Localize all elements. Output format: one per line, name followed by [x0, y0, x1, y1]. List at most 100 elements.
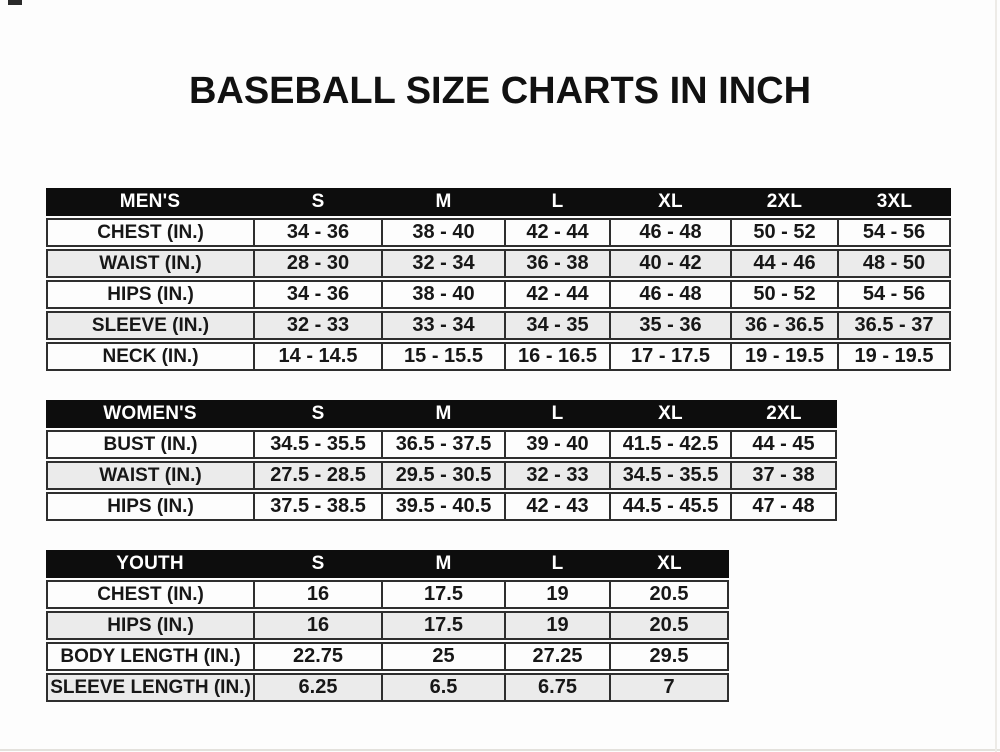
size-value-cell: 19 - 19.5: [838, 342, 951, 371]
size-value-cell: 54 - 56: [838, 280, 951, 309]
youth-header-row: YOUTH S M L XL: [46, 550, 729, 578]
size-value-cell: 27.5 - 28.5: [254, 461, 382, 490]
womens-size-column-header: XL: [610, 400, 731, 428]
womens-size-column-header: M: [382, 400, 505, 428]
mens-size-column-header: M: [382, 188, 505, 216]
size-value-cell: 37.5 - 38.5: [254, 492, 382, 521]
measurement-row-label: BUST (IN.): [46, 430, 254, 459]
measurement-row-label: CHEST (IN.): [46, 580, 254, 609]
mens-table-row: HIPS (IN.) 34 - 36 38 - 40 42 - 44 46 - 48 50…: [46, 280, 951, 309]
size-value-cell: 39 - 40: [505, 430, 610, 459]
size-value-cell: 36.5 - 37.5: [382, 430, 505, 459]
mens-category-header: MEN'S: [46, 188, 254, 216]
size-value-cell: 28 - 30: [254, 249, 382, 278]
size-value-cell: 34 - 35: [505, 311, 610, 340]
size-value-cell: 32 - 33: [254, 311, 382, 340]
size-value-cell: 34.5 - 35.5: [610, 461, 731, 490]
womens-size-column-header: L: [505, 400, 610, 428]
size-value-cell: 37 - 38: [731, 461, 837, 490]
womens-table-row: WAIST (IN.) 27.5 - 28.5 29.5 - 30.5 32 - 33…: [46, 461, 837, 490]
size-value-cell: 19 - 19.5: [731, 342, 838, 371]
youth-category-header: YOUTH: [46, 550, 254, 578]
mens-size-column-header: 3XL: [838, 188, 951, 216]
mens-table-row: WAIST (IN.) 28 - 30 32 - 34 36 - 38 40 - 42 4…: [46, 249, 951, 278]
size-value-cell: 54 - 56: [838, 218, 951, 247]
size-value-cell: 33 - 34: [382, 311, 505, 340]
size-value-cell: 15 - 15.5: [382, 342, 505, 371]
size-value-cell: 44.5 - 45.5: [610, 492, 731, 521]
size-value-cell: 17.5: [382, 611, 505, 640]
size-value-cell: 44 - 45: [731, 430, 837, 459]
size-value-cell: 19: [505, 580, 610, 609]
mens-table-row: SLEEVE (IN.) 32 - 33 33 - 34 34 - 35 35 - 36…: [46, 311, 951, 340]
size-value-cell: 17.5: [382, 580, 505, 609]
mens-table-row: NECK (IN.) 14 - 14.5 15 - 15.5 16 - 16.5 17 …: [46, 342, 951, 371]
mens-size-column-header: XL: [610, 188, 731, 216]
womens-size-column-header: 2XL: [731, 400, 837, 428]
womens-size-table: WOMEN'S S M L XL 2XL BUST (IN.) 34.5 - 35.5 36.5…: [46, 398, 837, 523]
size-value-cell: 39.5 - 40.5: [382, 492, 505, 521]
size-value-cell: 27.25: [505, 642, 610, 671]
youth-size-column-header: M: [382, 550, 505, 578]
youth-table-row: BODY LENGTH (IN.) 22.75 25 27.25 29.5: [46, 642, 729, 671]
mens-size-column-header: 2XL: [731, 188, 838, 216]
size-value-cell: 25: [382, 642, 505, 671]
size-value-cell: 46 - 48: [610, 280, 731, 309]
size-value-cell: 16: [254, 580, 382, 609]
measurement-row-label: HIPS (IN.): [46, 280, 254, 309]
size-value-cell: 36.5 - 37: [838, 311, 951, 340]
size-value-cell: 50 - 52: [731, 218, 838, 247]
size-value-cell: 40 - 42: [610, 249, 731, 278]
size-value-cell: 42 - 44: [505, 280, 610, 309]
size-value-cell: 36 - 38: [505, 249, 610, 278]
measurement-row-label: WAIST (IN.): [46, 249, 254, 278]
womens-header-row: WOMEN'S S M L XL 2XL: [46, 400, 837, 428]
mens-size-table: MEN'S S M L XL 2XL 3XL CHEST (IN.) 34 - 36 38 - 4…: [46, 186, 951, 373]
mens-size-column-header: L: [505, 188, 610, 216]
size-value-cell: 38 - 40: [382, 280, 505, 309]
size-value-cell: 50 - 52: [731, 280, 838, 309]
size-value-cell: 48 - 50: [838, 249, 951, 278]
youth-table-row: HIPS (IN.) 16 17.5 19 20.5: [46, 611, 729, 640]
measurement-row-label: BODY LENGTH (IN.): [46, 642, 254, 671]
measurement-row-label: WAIST (IN.): [46, 461, 254, 490]
womens-size-column-header: S: [254, 400, 382, 428]
size-value-cell: 14 - 14.5: [254, 342, 382, 371]
youth-size-column-header: S: [254, 550, 382, 578]
size-value-cell: 35 - 36: [610, 311, 731, 340]
mens-table-row: CHEST (IN.) 34 - 36 38 - 40 42 - 44 46 - 48 5…: [46, 218, 951, 247]
size-value-cell: 42 - 44: [505, 218, 610, 247]
size-value-cell: 41.5 - 42.5: [610, 430, 731, 459]
youth-table-row: CHEST (IN.) 16 17.5 19 20.5: [46, 580, 729, 609]
size-value-cell: 19: [505, 611, 610, 640]
measurement-row-label: SLEEVE (IN.): [46, 311, 254, 340]
size-value-cell: 6.75: [505, 673, 610, 702]
size-value-cell: 44 - 46: [731, 249, 838, 278]
youth-size-column-header: L: [505, 550, 610, 578]
scan-right-edge: [995, 0, 997, 752]
size-value-cell: 36 - 36.5: [731, 311, 838, 340]
size-value-cell: 22.75: [254, 642, 382, 671]
size-value-cell: 20.5: [610, 611, 729, 640]
size-value-cell: 29.5: [610, 642, 729, 671]
size-value-cell: 32 - 33: [505, 461, 610, 490]
size-value-cell: 42 - 43: [505, 492, 610, 521]
measurement-row-label: HIPS (IN.): [46, 492, 254, 521]
size-value-cell: 32 - 34: [382, 249, 505, 278]
mens-size-column-header: S: [254, 188, 382, 216]
size-value-cell: 29.5 - 30.5: [382, 461, 505, 490]
size-value-cell: 20.5: [610, 580, 729, 609]
womens-table-row: BUST (IN.) 34.5 - 35.5 36.5 - 37.5 39 - 40 4…: [46, 430, 837, 459]
page-title: BASEBALL SIZE CHARTS IN INCH: [188, 70, 812, 112]
size-value-cell: 7: [610, 673, 729, 702]
youth-size-column-header: XL: [610, 550, 729, 578]
youth-table-row: SLEEVE LENGTH (IN.) 6.25 6.5 6.75 7: [46, 673, 729, 702]
womens-category-header: WOMEN'S: [46, 400, 254, 428]
size-value-cell: 34.5 - 35.5: [254, 430, 382, 459]
size-value-cell: 38 - 40: [382, 218, 505, 247]
youth-size-table: YOUTH S M L XL CHEST (IN.) 16 17.5 19 20.5 HIPS (I…: [46, 548, 729, 704]
size-value-cell: 47 - 48: [731, 492, 837, 521]
measurement-row-label: CHEST (IN.): [46, 218, 254, 247]
size-value-cell: 16 - 16.5: [505, 342, 610, 371]
